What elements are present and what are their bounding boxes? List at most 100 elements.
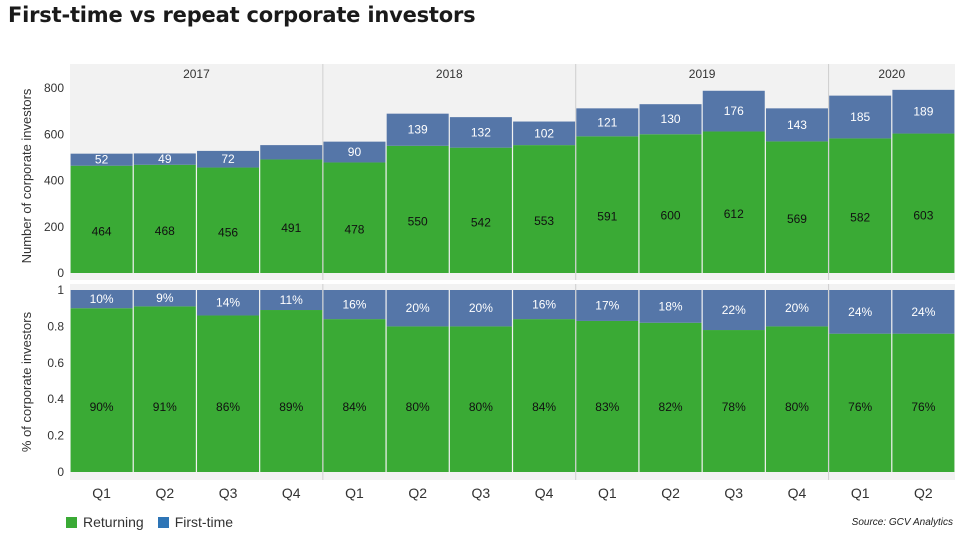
bar-returning-count — [765, 141, 828, 273]
bar-returning-count — [576, 136, 639, 273]
x-tick-label: Q1 — [598, 485, 617, 501]
data-label-first-time-count: 90 — [348, 145, 362, 159]
data-label-first-time-count: 52 — [95, 153, 109, 167]
bar-first-time-share — [260, 290, 323, 311]
bar-returning-count — [702, 131, 765, 273]
data-label-first-time-share: 20% — [406, 301, 430, 315]
legend-swatch-first-time — [157, 516, 169, 528]
y-tick-label-top: 800 — [44, 81, 64, 95]
bar-returning-share — [449, 326, 512, 472]
y-tick-label-top: 200 — [44, 220, 64, 234]
data-label-returning-count: 491 — [281, 221, 301, 235]
legend-swatch-returning — [66, 516, 77, 528]
bar-first-time-count — [702, 90, 765, 132]
data-label-first-time-count: 143 — [787, 118, 807, 132]
bar-returning-count — [386, 145, 449, 273]
data-label-returning-count: 603 — [913, 208, 933, 222]
bar-returning-share — [639, 322, 702, 472]
x-tick-label: Q1 — [851, 485, 870, 501]
data-label-returning-count: 550 — [408, 214, 428, 228]
data-label-returning-share: 80% — [406, 400, 430, 414]
y-axis-title-bottom: % of corporate investors — [19, 311, 34, 452]
data-label-first-time-count: 176 — [724, 104, 744, 118]
bar-first-time-share — [197, 290, 260, 316]
data-label-first-time-share: 20% — [785, 301, 809, 315]
data-label-first-time-share: 17% — [595, 298, 619, 312]
bar-returning-count — [639, 134, 702, 273]
legend-item-first-time: First-time — [157, 514, 233, 530]
x-tick-label: Q4 — [788, 485, 807, 501]
data-label-first-time-share: 22% — [722, 303, 746, 317]
bar-returning-share — [765, 326, 828, 472]
data-label-first-time-count: 189 — [913, 105, 933, 119]
x-tick-label: Q2 — [661, 485, 680, 501]
year-label: 2018 — [436, 67, 463, 81]
x-tick-label: Q3 — [219, 485, 238, 501]
data-label-returning-count: 600 — [661, 209, 681, 223]
data-label-returning-share: 82% — [659, 400, 683, 414]
data-label-first-time-share: 10% — [90, 292, 114, 306]
bar-first-time-share — [765, 290, 828, 327]
data-label-returning-share: 76% — [911, 400, 935, 414]
y-tick-label-bottom: 0 — [57, 465, 64, 479]
bar-first-time-count — [197, 150, 260, 168]
data-label-first-time-share: 24% — [848, 305, 872, 319]
data-label-first-time-share: 16% — [342, 298, 366, 312]
y-tick-label-bottom: 0.2 — [47, 429, 64, 443]
y-tick-label-top: 600 — [44, 127, 64, 141]
bar-returning-share — [513, 319, 576, 472]
y-axis-title-top: Number of corporate investors — [19, 88, 34, 263]
data-label-returning-share: 89% — [279, 400, 303, 414]
data-label-returning-share: 90% — [90, 400, 114, 414]
bar-first-time-share — [702, 290, 765, 331]
bar-first-time-count — [386, 113, 449, 146]
data-label-returning-count: 591 — [597, 210, 617, 224]
bar-returning-count — [133, 164, 196, 273]
bar-returning-share — [386, 326, 449, 472]
data-label-returning-share: 80% — [785, 400, 809, 414]
bar-first-time-count — [765, 108, 828, 142]
legend-label-returning: Returning — [83, 514, 144, 530]
bar-returning-share — [70, 308, 133, 472]
bar-first-time-count — [829, 95, 892, 139]
data-label-returning-count: 612 — [724, 207, 744, 221]
data-label-returning-count: 456 — [218, 225, 238, 239]
year-label: 2019 — [689, 67, 716, 81]
bar-returning-share — [197, 315, 260, 472]
bar-first-time-count — [260, 145, 323, 160]
data-label-returning-count: 478 — [344, 223, 364, 237]
data-label-first-time-share: 16% — [532, 298, 556, 312]
y-tick-label-top: 400 — [44, 174, 64, 188]
data-label-returning-share: 84% — [532, 400, 556, 414]
y-tick-label-top: 0 — [57, 266, 64, 280]
x-tick-label: Q4 — [535, 485, 554, 501]
data-label-returning-count: 553 — [534, 214, 554, 228]
bar-first-time-count — [576, 108, 639, 137]
bar-first-time-count — [449, 117, 512, 148]
data-label-first-time-count: 49 — [158, 152, 172, 166]
data-label-returning-share: 91% — [153, 400, 177, 414]
data-label-first-time-count: 121 — [597, 115, 617, 129]
bar-first-time-count — [133, 153, 196, 165]
year-label: 2020 — [878, 67, 905, 81]
x-tick-label: Q2 — [155, 485, 174, 501]
chart-svg: 2017 2018 2019 2020 0 200 400 600 800 0 0.2 0.4 0.6 0… — [19, 64, 955, 501]
bar-first-time-share — [133, 290, 196, 307]
x-tick-label: Q4 — [282, 485, 301, 501]
data-label-returning-share: 78% — [722, 400, 746, 414]
data-label-returning-count: 468 — [155, 224, 175, 238]
bar-returning-count — [513, 145, 576, 273]
data-label-returning-share: 80% — [469, 400, 493, 414]
legend: Returning First-time — [66, 514, 233, 530]
bar-returning-share — [892, 333, 955, 472]
y-tick-label-bottom: 0.6 — [47, 356, 64, 370]
data-label-first-time-share: 18% — [659, 299, 683, 313]
bar-first-time-count — [323, 141, 386, 163]
data-label-returning-count: 464 — [92, 224, 112, 238]
data-label-returning-count: 569 — [787, 212, 807, 226]
data-label-returning-share: 76% — [848, 400, 872, 414]
data-label-first-time-share: 24% — [911, 305, 935, 319]
source-note: Source: GCV Analytics — [851, 517, 953, 528]
bar-first-time-count — [70, 153, 133, 166]
bar-first-time-share — [513, 290, 576, 320]
